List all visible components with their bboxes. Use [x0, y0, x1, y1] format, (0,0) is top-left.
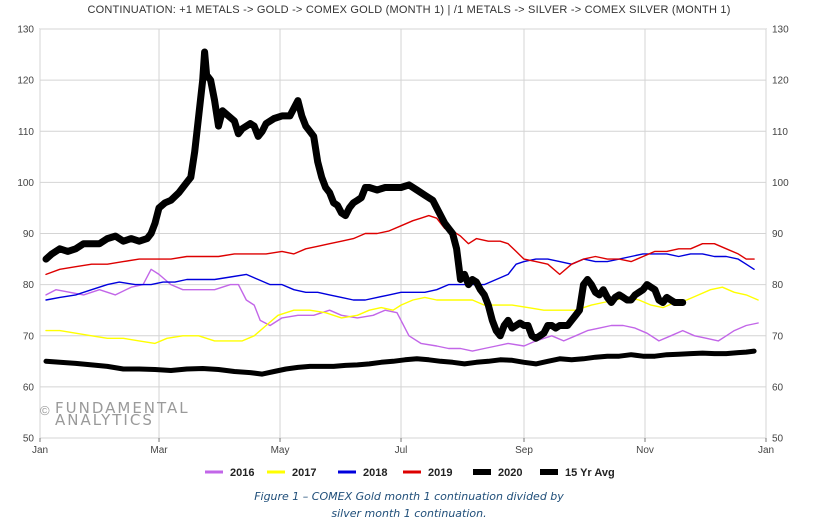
grid-lines — [39, 28, 767, 439]
y-tick-label-left: 50 — [23, 434, 35, 445]
series-line-2019 — [45, 214, 755, 276]
y-tick-label-right: 100 — [772, 178, 789, 189]
figure-caption-line-2: silver month 1 continuation. — [331, 507, 487, 520]
legend-label-2019: 2019 — [428, 467, 452, 479]
legend: 2016 2017 2018 2019 2020 15 Yr Avg — [205, 467, 615, 479]
chart-plot: FUNDAMENTAL ANALYTICS © 50 50 60 60 70 70 80 80… — [17, 25, 789, 480]
y-tick-label-right: 50 — [772, 434, 784, 445]
y-tick-label-left: 60 — [23, 382, 35, 393]
y-tick-label-right: 60 — [772, 382, 784, 393]
figure-caption-line-1: Figure 1 – COMEX Gold month 1 continuati… — [254, 490, 564, 503]
series-line-15-yr-avg — [43, 348, 757, 377]
series-line-2018 — [45, 253, 755, 301]
copyright-symbol: © — [40, 403, 50, 418]
axes: 50 50 60 60 70 70 80 80 90 90 100 100 110 110 120 120 13… — [17, 25, 789, 457]
y-tick-label-left: 120 — [17, 76, 34, 87]
y-tick-label-left: 80 — [23, 280, 35, 291]
x-tick-label: Jan — [32, 445, 48, 456]
y-tick-label-right: 130 — [772, 25, 789, 36]
legend-label-2018: 2018 — [363, 467, 387, 479]
chart-title: CONTINUATION: +1 METALS -> GOLD -> COMEX… — [87, 4, 731, 16]
watermark-line-1: FUNDAMENTAL — [55, 399, 190, 417]
y-tick-label-left: 90 — [23, 229, 35, 240]
y-tick-label-left: 100 — [17, 178, 34, 189]
series-line-2020 — [42, 48, 687, 342]
x-tick-label: Jan — [758, 445, 774, 456]
y-tick-label-left: 110 — [18, 127, 34, 138]
y-tick-label-right: 70 — [772, 331, 784, 342]
y-tick-label-left: 130 — [17, 25, 34, 36]
watermark: FUNDAMENTAL ANALYTICS © — [40, 399, 190, 429]
watermark-line-2: ANALYTICS — [55, 411, 154, 429]
x-tick-label: Nov — [636, 445, 654, 456]
x-tick-label: Jul — [395, 445, 408, 456]
x-tick-label: May — [271, 445, 290, 456]
x-tick-label: Mar — [150, 445, 168, 456]
legend-label-2016: 2016 — [230, 467, 254, 479]
y-tick-label-right: 80 — [772, 280, 784, 291]
y-tick-label-right: 90 — [772, 229, 784, 240]
series-lines — [42, 48, 759, 377]
legend-label-2020: 2020 — [498, 467, 522, 479]
y-tick-label-right: 120 — [772, 76, 789, 87]
y-tick-label-right: 110 — [772, 127, 788, 138]
legend-label-15-yr-avg: 15 Yr Avg — [565, 467, 615, 479]
y-tick-label-left: 70 — [23, 331, 35, 342]
legend-label-2017: 2017 — [292, 467, 316, 479]
series-line-2016 — [45, 268, 759, 352]
x-tick-label: Sep — [515, 445, 533, 456]
series-line-2017 — [45, 286, 759, 345]
